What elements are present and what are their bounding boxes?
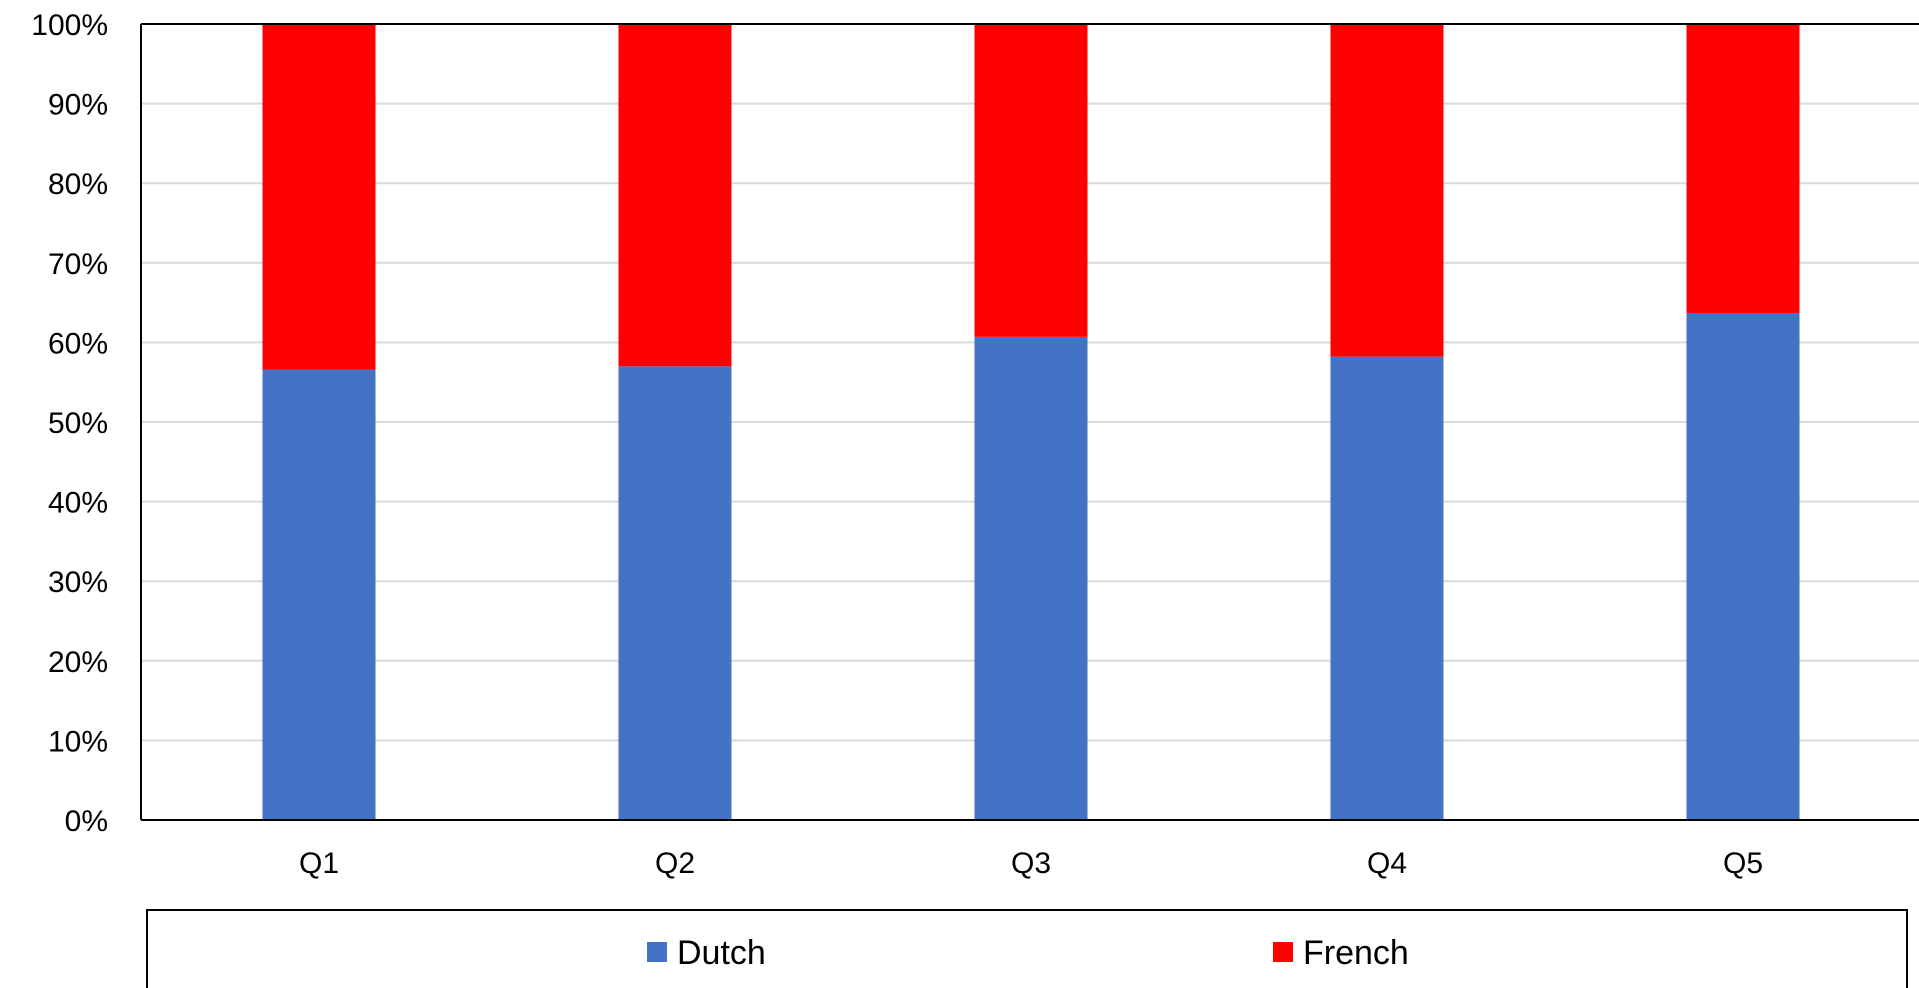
bar-dutch-q3 <box>974 336 1088 820</box>
bar-dutch-q4 <box>1330 356 1444 820</box>
bar-french-q5 <box>1686 24 1800 313</box>
y-tick-label: 30% <box>48 566 108 599</box>
legend-swatch-dutch <box>647 942 667 962</box>
y-tick-label: 10% <box>48 725 108 758</box>
legend-label-french: French <box>1303 934 1409 972</box>
bar-dutch-q2 <box>618 366 732 820</box>
y-tick-label: 20% <box>48 646 108 679</box>
y-tick-label: 80% <box>48 168 108 201</box>
x-tick-label: Q1 <box>299 847 339 880</box>
x-tick-label: Q2 <box>655 847 695 880</box>
bar-dutch-q1 <box>262 369 376 820</box>
axes <box>140 23 1919 821</box>
legend: Dutch French <box>146 909 1908 988</box>
y-tick-label: 60% <box>48 327 108 360</box>
legend-label-dutch: Dutch <box>677 934 766 972</box>
bar-french-q2 <box>618 24 732 367</box>
y-tick-label: 0% <box>65 805 108 838</box>
x-tick-label: Q3 <box>1011 847 1051 880</box>
bar-french-q1 <box>262 24 376 370</box>
y-tick-label: 40% <box>48 487 108 520</box>
bars <box>262 24 1800 820</box>
y-tick-label: 90% <box>48 89 108 122</box>
bar-french-q4 <box>1330 24 1444 357</box>
x-tick-label: Q4 <box>1367 847 1407 880</box>
y-tick-label: 100% <box>31 9 108 42</box>
y-tick-label: 50% <box>48 407 108 440</box>
x-tick-label: Q5 <box>1723 847 1763 880</box>
bar-french-q3 <box>974 24 1088 337</box>
y-tick-label: 70% <box>48 248 108 281</box>
legend-box <box>146 909 1908 988</box>
x-axis-tick-labels: Q1 Q2 Q3 Q4 Q5 <box>299 847 1763 880</box>
y-axis-tick-labels: 0% 10% 20% 30% 40% 50% 60% 70% 80% 90% 100% <box>31 9 108 838</box>
legend-swatch-french <box>1273 942 1293 962</box>
bar-dutch-q5 <box>1686 312 1800 820</box>
